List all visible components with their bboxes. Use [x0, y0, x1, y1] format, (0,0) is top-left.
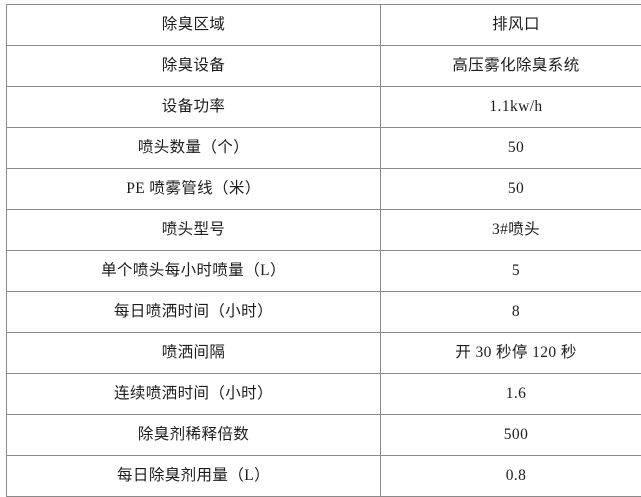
row-label: 喷头数量（个）: [7, 128, 381, 169]
row-value: 1.6: [381, 374, 641, 415]
row-value: 排风口: [381, 5, 641, 46]
table-row: 除臭区域 排风口: [7, 5, 641, 46]
row-label: 每日除臭剂用量（L）: [7, 456, 381, 497]
row-value: 8: [381, 292, 641, 333]
row-label: PE 喷雾管线（米）: [7, 169, 381, 210]
table-row: 连续喷洒时间（小时） 1.6: [7, 374, 641, 415]
table-row: 每日除臭剂用量（L） 0.8: [7, 456, 641, 497]
row-label: 单个喷头每小时喷量（L）: [7, 251, 381, 292]
row-value: 500: [381, 415, 641, 456]
table-row: 除臭设备 高压雾化除臭系统: [7, 46, 641, 87]
row-value: 50: [381, 128, 641, 169]
row-value: 高压雾化除臭系统: [381, 46, 641, 87]
row-label: 除臭区域: [7, 5, 381, 46]
row-value: 50: [381, 169, 641, 210]
table-body: 除臭区域 排风口 除臭设备 高压雾化除臭系统 设备功率 1.1kw/h 喷头数量…: [7, 5, 641, 497]
row-label: 除臭设备: [7, 46, 381, 87]
row-value: 0.8: [381, 456, 641, 497]
table-row: 设备功率 1.1kw/h: [7, 87, 641, 128]
row-label: 喷洒间隔: [7, 333, 381, 374]
row-label: 连续喷洒时间（小时）: [7, 374, 381, 415]
table-row: 每日喷洒时间（小时） 8: [7, 292, 641, 333]
table-row: 喷洒间隔 开 30 秒停 120 秒: [7, 333, 641, 374]
row-value: 3#喷头: [381, 210, 641, 251]
row-label: 设备功率: [7, 87, 381, 128]
row-value: 1.1kw/h: [381, 87, 641, 128]
deodorization-spec-table: 除臭区域 排风口 除臭设备 高压雾化除臭系统 设备功率 1.1kw/h 喷头数量…: [6, 4, 641, 497]
table-row: 喷头数量（个） 50: [7, 128, 641, 169]
table-row: 喷头型号 3#喷头: [7, 210, 641, 251]
row-label: 除臭剂稀释倍数: [7, 415, 381, 456]
row-label: 每日喷洒时间（小时）: [7, 292, 381, 333]
table-row: PE 喷雾管线（米） 50: [7, 169, 641, 210]
row-label: 喷头型号: [7, 210, 381, 251]
row-value: 5: [381, 251, 641, 292]
row-value: 开 30 秒停 120 秒: [381, 333, 641, 374]
table-row: 单个喷头每小时喷量（L） 5: [7, 251, 641, 292]
table-row: 除臭剂稀释倍数 500: [7, 415, 641, 456]
